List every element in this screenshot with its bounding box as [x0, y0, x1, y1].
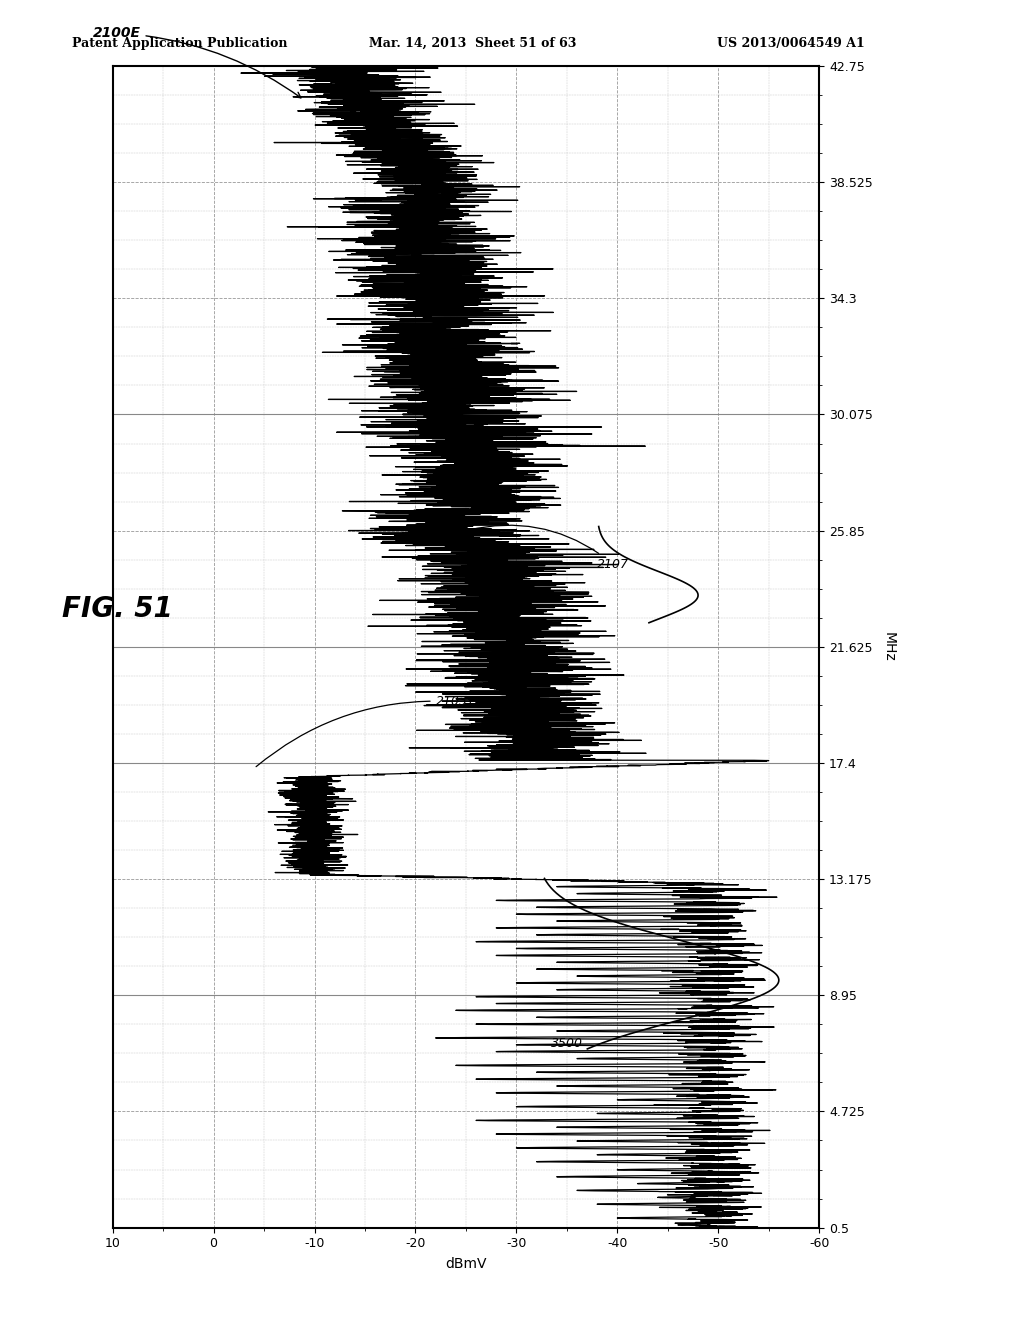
Text: 2100E: 2100E — [92, 26, 301, 98]
Text: US 2013/0064549 A1: US 2013/0064549 A1 — [717, 37, 864, 50]
Text: 3500: 3500 — [551, 1038, 583, 1049]
Text: FIG. 51: FIG. 51 — [62, 595, 173, 623]
Text: Patent Application Publication: Patent Application Publication — [72, 37, 287, 50]
Text: 2103T: 2103T — [256, 696, 475, 767]
Y-axis label: MHz: MHz — [881, 632, 895, 661]
Text: 2107: 2107 — [469, 525, 629, 570]
Text: Mar. 14, 2013  Sheet 51 of 63: Mar. 14, 2013 Sheet 51 of 63 — [369, 37, 577, 50]
X-axis label: dBmV: dBmV — [445, 1257, 486, 1271]
